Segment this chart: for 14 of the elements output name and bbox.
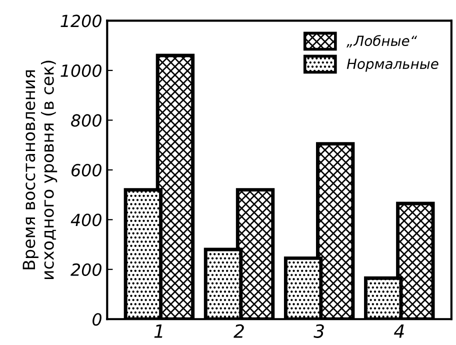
y-tick-label: 0 [92,313,102,326]
y-tick-label: 400 [70,214,102,226]
y-tick-label: 1200 [60,14,102,28]
y-axis-title: Время восстановления исходного уровня (в сек) [22,60,58,280]
x-tick-label: 1 [154,324,162,338]
x-tick-label: 4 [394,324,404,338]
x-tick-label: 3 [314,324,324,338]
x-tick-label: 2 [234,324,244,338]
y-tick-label: 1000 [60,64,102,78]
legend-label: Нормальные [346,58,438,72]
legend-label: „Лобные“ [346,35,418,48]
y-tick-label: 200 [70,263,102,276]
y-tick-label: 600 [72,164,102,176]
y-tick-label: 800 [71,114,102,127]
